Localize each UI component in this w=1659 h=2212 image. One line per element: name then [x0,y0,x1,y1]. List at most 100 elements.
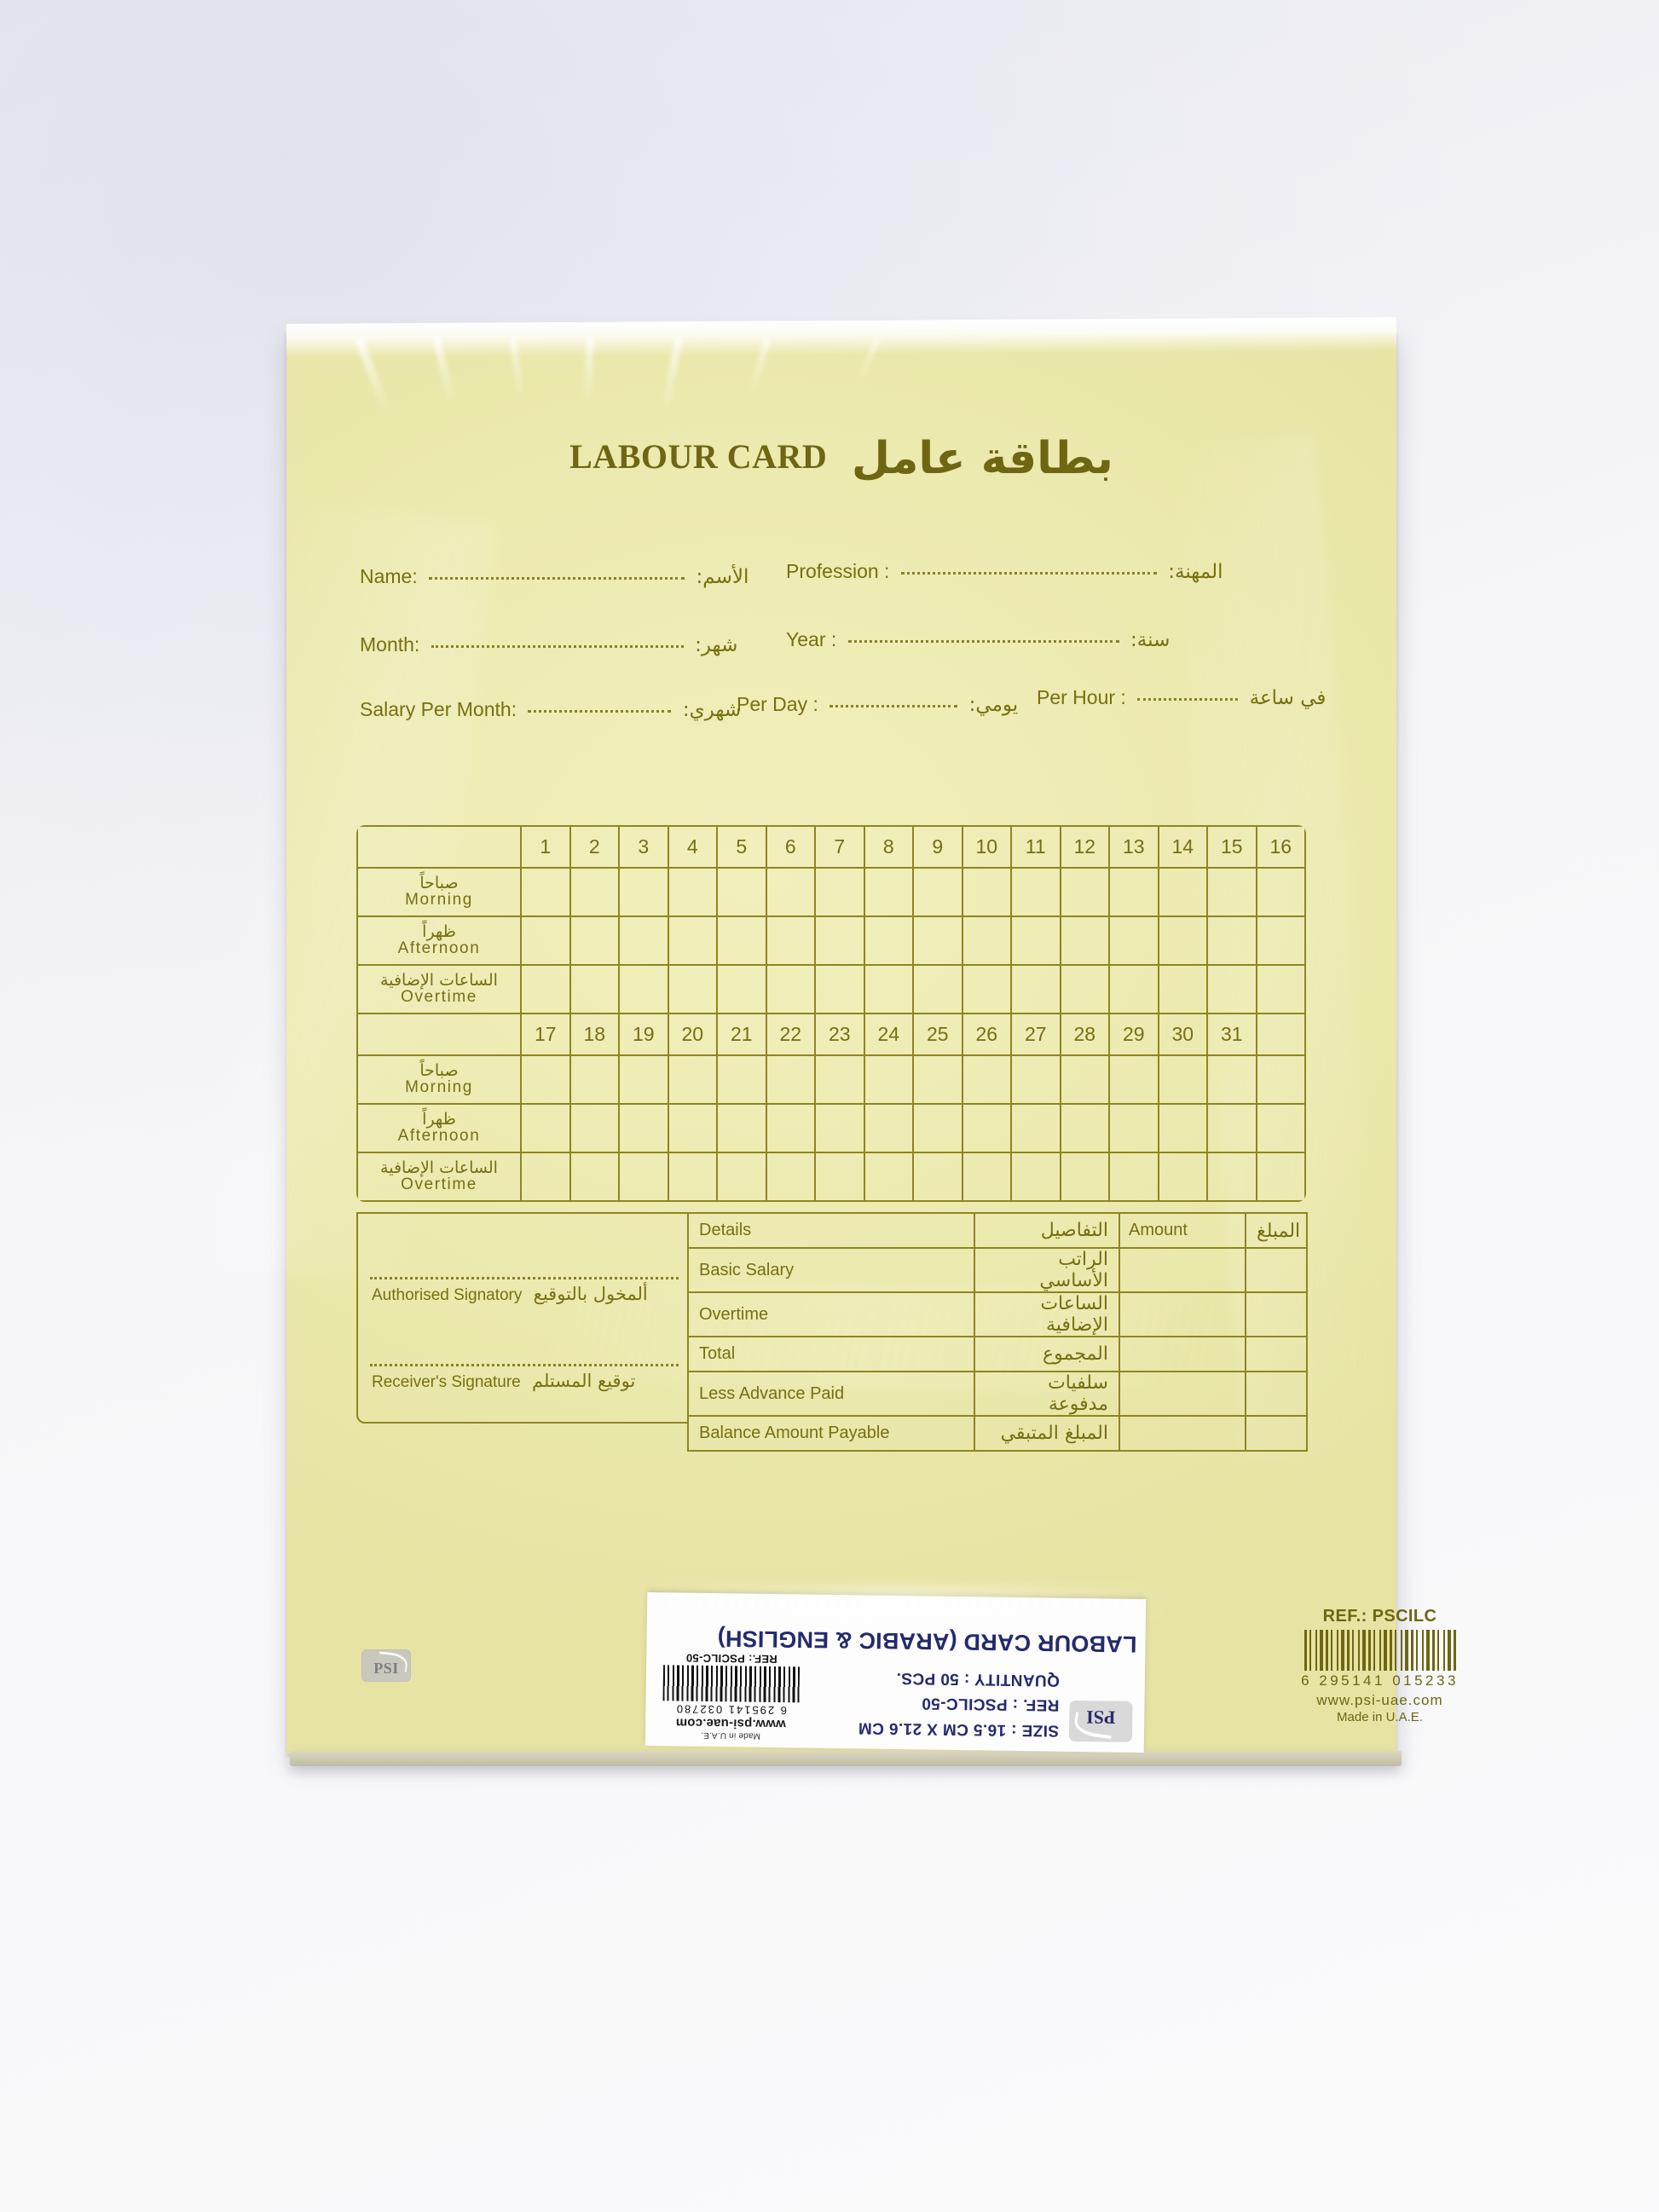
attendance-cell[interactable] [1108,1152,1159,1202]
details-amount-cell-ar[interactable] [1245,1371,1308,1417]
attendance-cell[interactable] [1157,867,1208,917]
attendance-cell[interactable] [1206,1103,1257,1153]
attendance-cell[interactable] [765,1103,816,1153]
attendance-cell[interactable] [1157,1054,1208,1105]
attendance-cell[interactable] [520,964,571,1014]
attendance-cell[interactable] [716,1152,767,1202]
attendance-cell[interactable] [716,867,767,917]
attendance-cell[interactable] [814,1152,865,1202]
attendance-cell[interactable] [912,915,963,966]
attendance-cell[interactable] [814,1103,865,1153]
attendance-cell[interactable] [1206,964,1257,1014]
attendance-cell[interactable] [1255,867,1306,917]
attendance-cell[interactable] [765,915,816,966]
attendance-cell[interactable] [863,964,914,1014]
attendance-cell[interactable] [1108,1103,1159,1153]
details-amount-cell[interactable] [1119,1336,1246,1372]
attendance-cell[interactable] [667,964,718,1014]
attendance-cell[interactable] [667,1103,718,1153]
attendance-cell[interactable] [667,915,718,966]
details-amount-cell[interactable] [1119,1371,1246,1417]
attendance-cell[interactable] [961,867,1012,917]
attendance-cell[interactable] [569,1054,620,1105]
attendance-cell[interactable] [814,867,865,917]
attendance-cell[interactable] [716,1103,767,1153]
attendance-cell[interactable] [569,867,620,917]
attendance-cell[interactable] [569,1152,620,1202]
attendance-cell[interactable] [912,1152,963,1202]
attendance-cell[interactable] [961,1054,1012,1105]
attendance-cell[interactable] [1157,1103,1208,1153]
attendance-cell[interactable] [1108,915,1159,966]
attendance-cell[interactable] [1108,867,1159,917]
attendance-cell[interactable] [618,964,669,1014]
attendance-cell[interactable] [765,1054,816,1105]
details-amount-cell[interactable] [1119,1415,1246,1452]
attendance-cell[interactable] [716,1054,767,1105]
attendance-cell[interactable] [569,915,620,966]
attendance-cell[interactable] [1059,1103,1110,1153]
attendance-cell[interactable] [618,1054,669,1105]
attendance-cell[interactable] [1255,1152,1306,1202]
attendance-cell[interactable] [863,867,914,917]
attendance-cell[interactable] [961,964,1012,1014]
attendance-cell[interactable] [1255,964,1306,1014]
attendance-cell[interactable] [618,915,669,966]
attendance-cell[interactable] [1206,915,1257,966]
attendance-cell[interactable] [1059,915,1110,966]
attendance-cell[interactable] [1255,1054,1306,1105]
attendance-cell[interactable] [1010,867,1061,917]
attendance-cell[interactable] [1108,1054,1159,1105]
details-amount-cell-ar[interactable] [1245,1336,1308,1372]
attendance-cell[interactable] [961,1103,1012,1153]
attendance-cell[interactable] [1010,1054,1061,1105]
attendance-cell[interactable] [667,867,718,917]
attendance-cell[interactable] [520,1054,571,1105]
attendance-cell[interactable] [814,1054,865,1105]
attendance-cell[interactable] [716,915,767,966]
attendance-cell[interactable] [1010,964,1061,1014]
attendance-cell[interactable] [814,964,865,1014]
attendance-cell[interactable] [1255,1103,1306,1153]
attendance-cell[interactable] [765,1152,816,1202]
attendance-cell[interactable] [912,867,963,917]
attendance-cell[interactable] [1157,1152,1208,1202]
details-amount-cell[interactable] [1119,1247,1246,1293]
attendance-cell[interactable] [1010,915,1061,966]
attendance-cell[interactable] [863,1054,914,1105]
attendance-cell[interactable] [1206,1054,1257,1105]
attendance-cell[interactable] [520,1103,571,1153]
attendance-cell[interactable] [716,964,767,1014]
attendance-cell[interactable] [814,915,865,966]
attendance-cell[interactable] [1157,915,1208,966]
attendance-cell[interactable] [1255,915,1306,966]
attendance-cell[interactable] [1010,1152,1061,1202]
attendance-cell[interactable] [520,867,571,917]
details-amount-cell-ar[interactable] [1245,1247,1308,1293]
attendance-cell[interactable] [520,1152,571,1202]
attendance-cell[interactable] [667,1152,718,1202]
attendance-cell[interactable] [618,1152,669,1202]
attendance-cell[interactable] [1059,964,1110,1014]
attendance-cell[interactable] [1157,964,1208,1014]
attendance-cell[interactable] [1206,1152,1257,1202]
attendance-cell[interactable] [765,964,816,1014]
attendance-cell[interactable] [618,867,669,917]
attendance-cell[interactable] [1059,1054,1110,1105]
attendance-cell[interactable] [961,1152,1012,1202]
attendance-cell[interactable] [961,915,1012,966]
attendance-cell[interactable] [618,1103,669,1153]
attendance-cell[interactable] [1206,867,1257,917]
details-amount-cell[interactable] [1119,1291,1246,1337]
attendance-cell[interactable] [863,915,914,966]
attendance-cell[interactable] [912,1054,963,1105]
attendance-cell[interactable] [912,964,963,1014]
attendance-cell[interactable] [1059,867,1110,917]
attendance-cell[interactable] [569,964,620,1014]
attendance-cell[interactable] [667,1054,718,1105]
details-amount-cell-ar[interactable] [1245,1291,1308,1337]
attendance-cell[interactable] [765,867,816,917]
attendance-cell[interactable] [863,1103,914,1153]
attendance-cell[interactable] [912,1103,963,1153]
attendance-cell[interactable] [569,1103,620,1153]
